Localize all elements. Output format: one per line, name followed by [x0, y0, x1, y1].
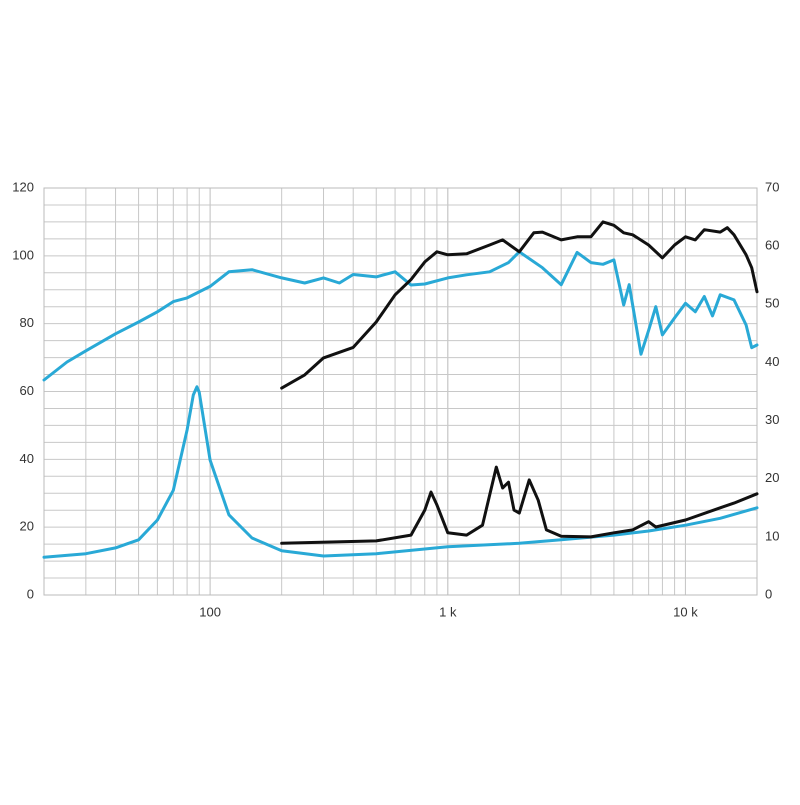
- y-tick-label: 60: [20, 383, 34, 398]
- y-tick-label: 0: [27, 586, 34, 601]
- x-tick-label: 100: [199, 604, 221, 619]
- y2-tick-label: 20: [765, 470, 779, 485]
- series-line: [280, 465, 759, 545]
- y2-tick-label: 10: [765, 528, 779, 543]
- plot-frame: [43, 187, 758, 596]
- y-tick-label: 100: [12, 247, 34, 262]
- y-tick-label: 20: [20, 519, 34, 534]
- series-line: [280, 220, 759, 390]
- y2-tick-label: 70: [765, 179, 779, 194]
- y2-tick-label: 40: [765, 354, 779, 369]
- y2-tick-label: 60: [765, 238, 779, 253]
- series-line: [42, 250, 759, 382]
- x-tick-label: 10 k: [673, 604, 698, 619]
- x-tick-label: 1 k: [439, 604, 457, 619]
- y-tick-label: 120: [12, 179, 34, 194]
- y-tick-label: 80: [20, 315, 34, 330]
- y-tick-label: 40: [20, 451, 34, 466]
- y2-tick-label: 50: [765, 296, 779, 311]
- y2-tick-label: 0: [765, 586, 772, 601]
- series-line: [42, 385, 759, 559]
- y2-tick-label: 30: [765, 412, 779, 427]
